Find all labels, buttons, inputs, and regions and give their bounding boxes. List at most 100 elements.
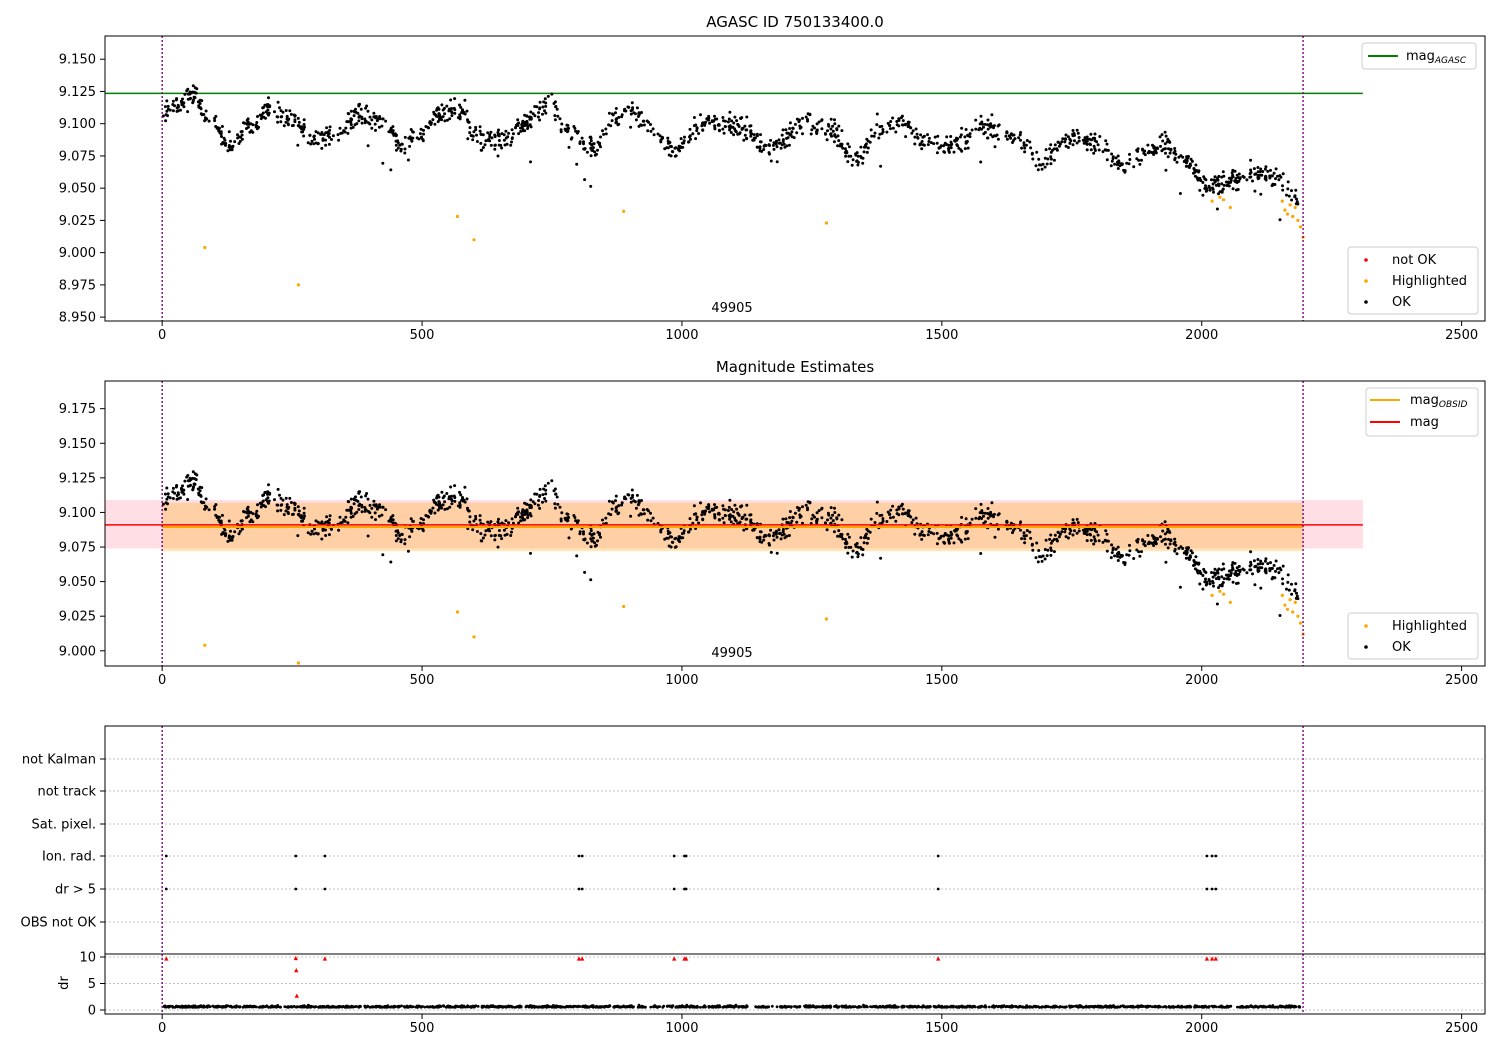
ok-point	[993, 145, 997, 149]
ok-point	[758, 140, 762, 144]
highlighted-point	[1293, 600, 1297, 605]
ok-point	[615, 509, 618, 513]
ok-point	[278, 106, 281, 110]
dr-point	[1198, 1005, 1201, 1008]
ok-point	[847, 145, 851, 149]
ok-point	[1077, 136, 1081, 139]
dr-point	[397, 1004, 401, 1008]
ok-point	[302, 123, 306, 126]
ok-point	[296, 513, 300, 516]
ok-point	[1249, 158, 1253, 162]
ok-point	[327, 142, 331, 146]
ok-point	[310, 529, 314, 533]
dr-point	[649, 1005, 653, 1009]
ok-point	[1215, 571, 1219, 575]
dr-point	[844, 1004, 848, 1008]
ok-point	[777, 532, 781, 535]
ok-point	[982, 521, 986, 525]
ok-point	[1287, 194, 1291, 198]
dr-point	[1153, 1005, 1157, 1009]
ok-point	[313, 137, 316, 141]
ok-point	[496, 154, 500, 158]
ok-point	[1245, 178, 1249, 182]
ok-point	[1286, 580, 1290, 584]
ok-point	[528, 117, 532, 120]
flag-event-point	[323, 854, 327, 858]
ok-point	[997, 123, 1001, 127]
ok-point	[1093, 139, 1097, 143]
ok-point	[337, 528, 341, 532]
ok-point	[355, 510, 359, 514]
ok-point	[1160, 133, 1164, 137]
ok-point	[913, 142, 917, 146]
ok-point	[1153, 540, 1157, 544]
ok-point	[752, 528, 756, 532]
dr-point	[319, 1005, 322, 1008]
dr-point	[248, 1005, 252, 1008]
ok-point	[248, 520, 252, 524]
ok-point	[574, 519, 578, 523]
ok-point	[1149, 150, 1153, 154]
dr-point	[495, 1005, 499, 1009]
ok-point	[932, 142, 936, 146]
dr-point	[279, 1005, 282, 1009]
ok-point	[411, 519, 415, 523]
ok-point	[183, 479, 187, 483]
ok-point	[844, 154, 848, 158]
ok-point	[699, 113, 702, 117]
ok-point	[1075, 128, 1079, 132]
ok-point	[486, 131, 490, 135]
ok-point	[493, 534, 497, 538]
ok-point	[970, 128, 974, 132]
panel-magnitude-frame	[104, 380, 1486, 667]
ok-point	[1212, 178, 1216, 182]
ok-point	[959, 133, 963, 137]
ok-point	[1031, 157, 1035, 161]
ok-point	[1128, 152, 1131, 156]
ok-point	[1178, 585, 1182, 589]
ok-point	[486, 520, 490, 524]
ok-point	[409, 137, 413, 141]
ok-point	[165, 99, 169, 103]
ok-point	[544, 488, 548, 492]
highlighted-point	[203, 643, 207, 647]
ok-point	[806, 119, 809, 123]
ok-point	[960, 149, 964, 153]
ok-point	[1166, 546, 1170, 550]
flag-event-point	[672, 854, 676, 858]
dr-point	[729, 1004, 733, 1008]
ok-point	[1204, 184, 1207, 188]
ok-point	[456, 504, 460, 508]
ok-point	[1115, 552, 1119, 556]
ok-point	[314, 519, 318, 523]
ok-point	[1097, 148, 1101, 152]
ok-point	[1195, 568, 1199, 572]
ok-point	[1270, 184, 1274, 188]
ok-point	[681, 536, 685, 540]
ok-point	[493, 538, 497, 542]
ok-point	[1043, 548, 1047, 551]
ok-point	[1020, 146, 1024, 150]
ok-point	[251, 520, 255, 524]
ok-point	[666, 136, 670, 140]
ok-point	[360, 505, 364, 509]
ok-point	[673, 537, 677, 541]
ok-point	[260, 502, 263, 506]
ok-point	[759, 133, 762, 137]
ok-point	[955, 143, 959, 147]
ok-point	[982, 132, 986, 136]
ok-point	[181, 484, 184, 488]
ok-point	[293, 508, 297, 512]
ok-point	[855, 151, 859, 155]
ok-point	[578, 532, 582, 536]
ok-point	[479, 532, 483, 536]
ok-point	[591, 149, 595, 152]
ok-point	[721, 504, 725, 508]
ok-point	[1063, 530, 1067, 534]
ok-point	[567, 536, 571, 540]
ok-point	[1164, 168, 1168, 172]
ok-point	[197, 104, 201, 108]
ok-point	[1173, 158, 1177, 162]
ok-point	[458, 490, 461, 494]
panel-agasc-plot-area	[105, 36, 1363, 321]
